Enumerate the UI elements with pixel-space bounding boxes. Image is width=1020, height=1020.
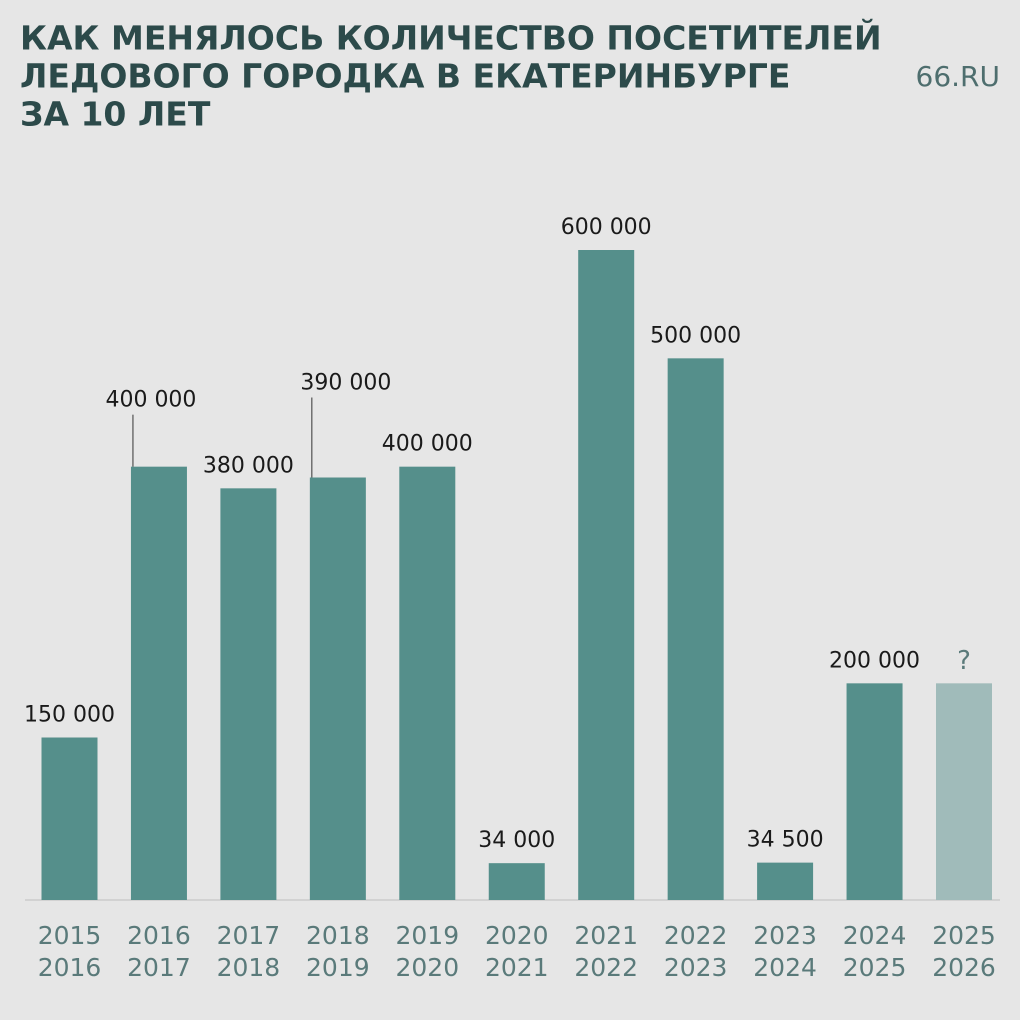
value-label: 400 000: [382, 432, 473, 457]
bar: [936, 683, 992, 900]
x-tick-label: 2020: [485, 921, 549, 950]
x-tick-label: 2021: [574, 921, 638, 950]
source: 66.RU: [916, 60, 1000, 93]
value-label: 400 000: [105, 388, 196, 413]
x-tick-label: 2024: [843, 921, 907, 950]
bar: [578, 250, 635, 900]
value-label: ?: [957, 646, 971, 676]
bar: [667, 358, 724, 900]
x-tick-label: 2022: [664, 921, 728, 950]
x-tick-label: 2023: [753, 921, 817, 950]
bar: [757, 862, 814, 900]
chart-title: КАК МЕНЯЛОСЬ КОЛИЧЕСТВО ПОСЕТИТЕЛЕЙ: [20, 18, 882, 58]
bar: [130, 466, 187, 900]
bar: [309, 477, 366, 900]
x-tick-label: 2022: [574, 953, 638, 982]
x-tick-label: 2017: [217, 921, 281, 950]
value-label: 200 000: [829, 648, 920, 673]
bar: [488, 863, 545, 900]
x-tick-label: 2018: [306, 921, 370, 950]
x-tick-label: 2021: [485, 953, 549, 982]
x-tick-label: 2025: [843, 953, 907, 982]
x-tick-label: 2019: [306, 953, 370, 982]
bar: [41, 737, 98, 900]
chart-title: ЗА 10 ЛЕТ: [20, 95, 211, 134]
x-tick-label: 2017: [127, 953, 191, 982]
bar: [846, 683, 903, 900]
x-tick-label: 2019: [395, 921, 459, 950]
x-tick-label: 2026: [932, 953, 996, 982]
value-label: 34 500: [747, 828, 824, 853]
bar: [220, 488, 277, 900]
value-label: 380 000: [203, 453, 294, 478]
x-tick-label: 2016: [127, 921, 191, 950]
value-label: 150 000: [24, 703, 115, 728]
x-tick-label: 2023: [664, 953, 728, 982]
value-label: 34 000: [478, 828, 555, 853]
x-tick-label: 2024: [753, 953, 817, 982]
x-tick-label: 2016: [38, 953, 102, 982]
chart-title: ЛЕДОВОГО ГОРОДКА В ЕКАТЕРИНБУРГЕ: [20, 57, 790, 96]
value-label: 600 000: [561, 215, 652, 240]
x-tick-label: 2015: [38, 921, 102, 950]
value-label: 390 000: [300, 371, 391, 396]
x-tick-label: 2025: [932, 921, 996, 950]
x-tick-label: 2020: [395, 953, 459, 982]
x-tick-label: 2018: [217, 953, 281, 982]
bar: [399, 466, 456, 900]
value-label: 500 000: [650, 323, 741, 348]
